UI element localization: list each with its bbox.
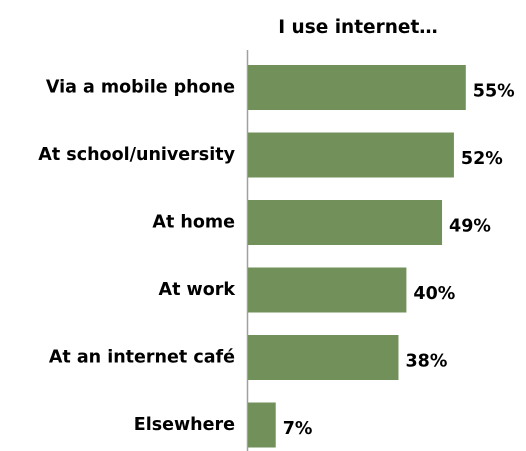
value-label: 49% xyxy=(449,217,491,237)
bar xyxy=(248,200,443,245)
value-labels-layer: 55% 52% 49% 40% 38% 7% xyxy=(283,82,515,440)
value-label: 40% xyxy=(413,284,455,304)
bars-layer xyxy=(248,65,466,448)
value-label: 7% xyxy=(283,419,313,439)
bar xyxy=(248,267,407,313)
bar xyxy=(248,132,454,178)
category-label: Elsewhere xyxy=(134,415,235,435)
chart-title: I use internet… xyxy=(278,17,438,38)
value-label: 38% xyxy=(405,352,447,372)
category-label: At work xyxy=(159,280,236,300)
bar xyxy=(248,402,276,448)
category-label: At school/university xyxy=(38,145,235,165)
category-labels-layer: Via a mobile phone At school/university At… xyxy=(38,78,235,436)
category-label: At home xyxy=(152,213,235,233)
bar xyxy=(248,65,466,110)
category-label: Via a mobile phone xyxy=(46,78,235,98)
value-label: 55% xyxy=(473,82,515,102)
value-label: 52% xyxy=(461,149,503,169)
bar xyxy=(248,335,399,380)
category-label: At an internet café xyxy=(49,348,235,368)
